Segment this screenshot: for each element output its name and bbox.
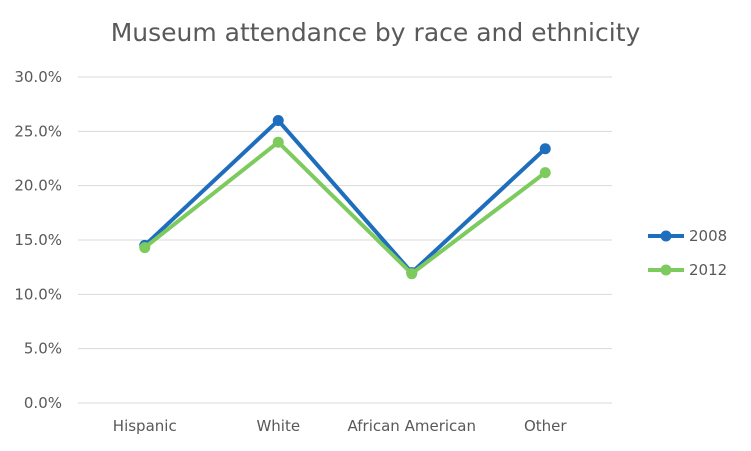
- legend-swatch-marker: [660, 264, 672, 276]
- x-tick-label: African American: [348, 417, 476, 435]
- gridlines: [78, 76, 612, 404]
- x-tick-label: Hispanic: [113, 417, 177, 435]
- data-point-2008: [539, 143, 551, 155]
- legend-label: 2008: [689, 227, 727, 245]
- x-axis-ticks: Hispanic White African American Other: [113, 417, 568, 435]
- y-tick-label: 15.0%: [14, 231, 62, 249]
- y-tick-label: 25.0%: [14, 122, 62, 140]
- y-tick-label: 5.0%: [24, 340, 62, 358]
- chart-title: Museum attendance by race and ethnicity: [110, 18, 641, 47]
- data-point-2012: [539, 167, 551, 179]
- data-point-2012: [272, 136, 284, 148]
- legend: 2008 2012: [648, 227, 727, 279]
- data-point-2012: [406, 268, 418, 280]
- series-group: [139, 114, 551, 280]
- y-tick-label: 30.0%: [14, 68, 62, 86]
- x-tick-label: Other: [524, 417, 567, 435]
- series-line-2012: [142, 140, 548, 276]
- legend-label: 2012: [689, 261, 727, 279]
- y-tick-label: 10.0%: [14, 285, 62, 303]
- series-line-2008: [142, 118, 548, 275]
- data-point-2008: [272, 114, 284, 126]
- legend-swatch-marker: [660, 230, 672, 242]
- y-tick-label: 20.0%: [14, 177, 62, 195]
- y-axis-ticks: 0.0% 5.0% 10.0% 15.0% 20.0% 25.0% 30.0%: [14, 68, 62, 412]
- data-point-2012: [139, 242, 151, 254]
- y-tick-label: 0.0%: [24, 394, 62, 412]
- x-tick-label: White: [256, 417, 300, 435]
